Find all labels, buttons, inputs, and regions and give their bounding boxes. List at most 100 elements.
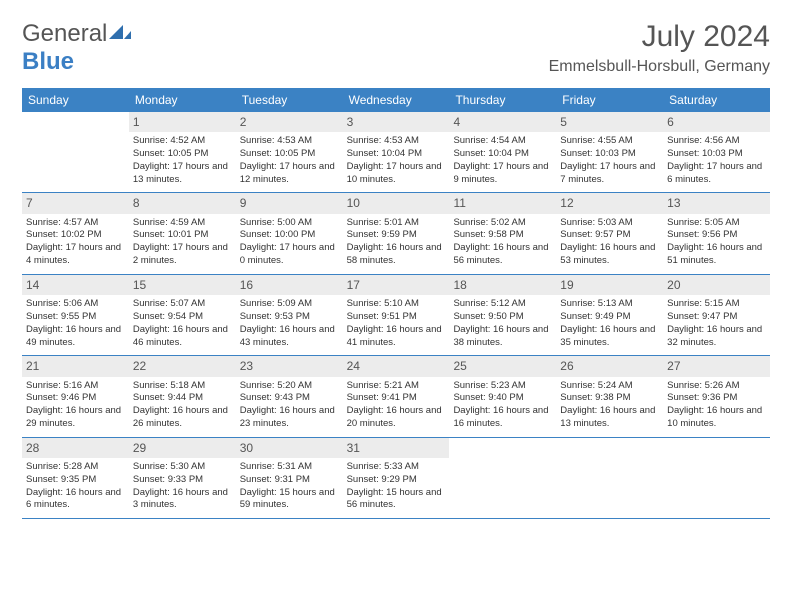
daylight-text: Daylight: 15 hours and 56 minutes. [347, 487, 446, 513]
sunset-text: Sunset: 9:55 PM [26, 311, 125, 324]
daylight-text: Daylight: 16 hours and 20 minutes. [347, 405, 446, 431]
day-number: 19 [556, 275, 663, 295]
daylight-text: Daylight: 17 hours and 10 minutes. [347, 161, 446, 187]
sunrise-text: Sunrise: 4:59 AM [133, 217, 232, 230]
daylight-text: Daylight: 16 hours and 38 minutes. [453, 324, 552, 350]
weekday-header: Sunday [22, 88, 129, 112]
sunrise-text: Sunrise: 5:10 AM [347, 298, 446, 311]
sunrise-text: Sunrise: 5:06 AM [26, 298, 125, 311]
day-number: 3 [343, 112, 450, 132]
sunrise-text: Sunrise: 5:20 AM [240, 380, 339, 393]
sunrise-text: Sunrise: 5:33 AM [347, 461, 446, 474]
day-cell: 17 Sunrise: 5:10 AMSunset: 9:51 PMDayligh… [343, 275, 450, 355]
sunrise-text: Sunrise: 5:05 AM [667, 217, 766, 230]
sunset-text: Sunset: 9:51 PM [347, 311, 446, 324]
daylight-text: Daylight: 17 hours and 4 minutes. [26, 242, 125, 268]
day-cell [663, 438, 770, 518]
day-info: Sunrise: 5:24 AMSunset: 9:38 PMDaylight:… [560, 380, 659, 431]
day-cell: 13Sunrise: 5:05 AMSunset: 9:56 PMDayligh… [663, 193, 770, 273]
day-number: 2 [236, 112, 343, 132]
week-row: 1Sunrise: 4:52 AMSunset: 10:05 PMDayligh… [22, 112, 770, 193]
sunrise-text: Sunrise: 5:16 AM [26, 380, 125, 393]
day-cell [22, 112, 129, 192]
sunset-text: Sunset: 9:47 PM [667, 311, 766, 324]
week-row: 7Sunrise: 4:57 AMSunset: 10:02 PMDayligh… [22, 193, 770, 274]
day-cell: 5Sunrise: 4:55 AMSunset: 10:03 PMDayligh… [556, 112, 663, 192]
day-number: 6 [663, 112, 770, 132]
sunset-text: Sunset: 9:38 PM [560, 392, 659, 405]
week-row: 14Sunrise: 5:06 AMSunset: 9:55 PMDayligh… [22, 275, 770, 356]
daylight-text: Daylight: 16 hours and 10 minutes. [667, 405, 766, 431]
weekday-header: Wednesday [343, 88, 450, 112]
day-number: 24 [343, 356, 450, 376]
day-number: 5 [556, 112, 663, 132]
weekday-header: Tuesday [236, 88, 343, 112]
day-info: Sunrise: 5:00 AMSunset: 10:00 PMDaylight… [240, 217, 339, 268]
day-info: Sunrise: 5:20 AMSunset: 9:43 PMDaylight:… [240, 380, 339, 431]
daylight-text: Daylight: 17 hours and 2 minutes. [133, 242, 232, 268]
sunset-text: Sunset: 9:36 PM [667, 392, 766, 405]
day-info: Sunrise: 5:12 AMSunset: 9:50 PMDaylight:… [453, 298, 552, 349]
day-number: 12 [556, 193, 663, 213]
daylight-text: Daylight: 16 hours and 13 minutes. [560, 405, 659, 431]
day-cell: 4Sunrise: 4:54 AMSunset: 10:04 PMDayligh… [449, 112, 556, 192]
day-info: Sunrise: 4:53 AMSunset: 10:04 PMDaylight… [347, 135, 446, 186]
sunrise-text: Sunrise: 5:30 AM [133, 461, 232, 474]
daylight-text: Daylight: 17 hours and 13 minutes. [133, 161, 232, 187]
day-number: 15 [129, 275, 236, 295]
day-number: 28 [22, 438, 129, 458]
day-info: Sunrise: 5:16 AMSunset: 9:46 PMDaylight:… [26, 380, 125, 431]
day-info: Sunrise: 5:09 AMSunset: 9:53 PMDaylight:… [240, 298, 339, 349]
daylight-text: Daylight: 16 hours and 32 minutes. [667, 324, 766, 350]
day-cell: 20 Sunrise: 5:15 AMSunset: 9:47 PMDayligh… [663, 275, 770, 355]
day-cell: 8Sunrise: 4:59 AMSunset: 10:01 PMDayligh… [129, 193, 236, 273]
weekday-header: Thursday [449, 88, 556, 112]
logo: GeneralBlue [22, 20, 131, 76]
daylight-text: Daylight: 15 hours and 59 minutes. [240, 487, 339, 513]
day-number: 9 [236, 193, 343, 213]
day-info: Sunrise: 5:15 AMSunset: 9:47 PMDaylight:… [667, 298, 766, 349]
day-number: 22 [129, 356, 236, 376]
daylight-text: Daylight: 16 hours and 53 minutes. [560, 242, 659, 268]
daylight-text: Daylight: 16 hours and 3 minutes. [133, 487, 232, 513]
day-number: 17 [343, 275, 450, 295]
daylight-text: Daylight: 16 hours and 41 minutes. [347, 324, 446, 350]
day-number: 29 [129, 438, 236, 458]
day-number: 20 [663, 275, 770, 295]
day-cell: 26 Sunrise: 5:24 AMSunset: 9:38 PMDayligh… [556, 356, 663, 436]
daylight-text: Daylight: 17 hours and 0 minutes. [240, 242, 339, 268]
day-info: Sunrise: 4:54 AMSunset: 10:04 PMDaylight… [453, 135, 552, 186]
sunrise-text: Sunrise: 4:55 AM [560, 135, 659, 148]
daylight-text: Daylight: 16 hours and 29 minutes. [26, 405, 125, 431]
daylight-text: Daylight: 16 hours and 58 minutes. [347, 242, 446, 268]
sunset-text: Sunset: 9:33 PM [133, 474, 232, 487]
day-number: 31 [343, 438, 450, 458]
day-cell: 23 Sunrise: 5:20 AMSunset: 9:43 PMDayligh… [236, 356, 343, 436]
sunrise-text: Sunrise: 5:24 AM [560, 380, 659, 393]
day-info: Sunrise: 5:23 AMSunset: 9:40 PMDaylight:… [453, 380, 552, 431]
day-cell: 24Sunrise: 5:21 AMSunset: 9:41 PMDayligh… [343, 356, 450, 436]
day-number: 11 [449, 193, 556, 213]
sunrise-text: Sunrise: 5:09 AM [240, 298, 339, 311]
sunset-text: Sunset: 9:49 PM [560, 311, 659, 324]
day-info: Sunrise: 5:26 AMSunset: 9:36 PMDaylight:… [667, 380, 766, 431]
daylight-text: Daylight: 16 hours and 46 minutes. [133, 324, 232, 350]
daylight-text: Daylight: 17 hours and 12 minutes. [240, 161, 339, 187]
day-number: 23 [236, 356, 343, 376]
day-info: Sunrise: 4:57 AMSunset: 10:02 PMDaylight… [26, 217, 125, 268]
sunset-text: Sunset: 9:46 PM [26, 392, 125, 405]
day-number: 1 [129, 112, 236, 132]
weekday-header: Friday [556, 88, 663, 112]
day-number: 26 [556, 356, 663, 376]
calendar: Sunday Monday Tuesday Wednesday Thursday… [22, 88, 770, 519]
location: Emmelsbull-Horsbull, Germany [549, 58, 770, 76]
sunrise-text: Sunrise: 5:03 AM [560, 217, 659, 230]
sunrise-text: Sunrise: 5:31 AM [240, 461, 339, 474]
header: GeneralBlue July 2024 Emmelsbull-Horsbul… [22, 20, 770, 76]
sunset-text: Sunset: 9:59 PM [347, 229, 446, 242]
sunset-text: Sunset: 9:43 PM [240, 392, 339, 405]
day-cell: 2Sunrise: 4:53 AMSunset: 10:05 PMDayligh… [236, 112, 343, 192]
sunrise-text: Sunrise: 5:12 AM [453, 298, 552, 311]
day-cell: 1Sunrise: 4:52 AMSunset: 10:05 PMDayligh… [129, 112, 236, 192]
daylight-text: Daylight: 16 hours and 35 minutes. [560, 324, 659, 350]
